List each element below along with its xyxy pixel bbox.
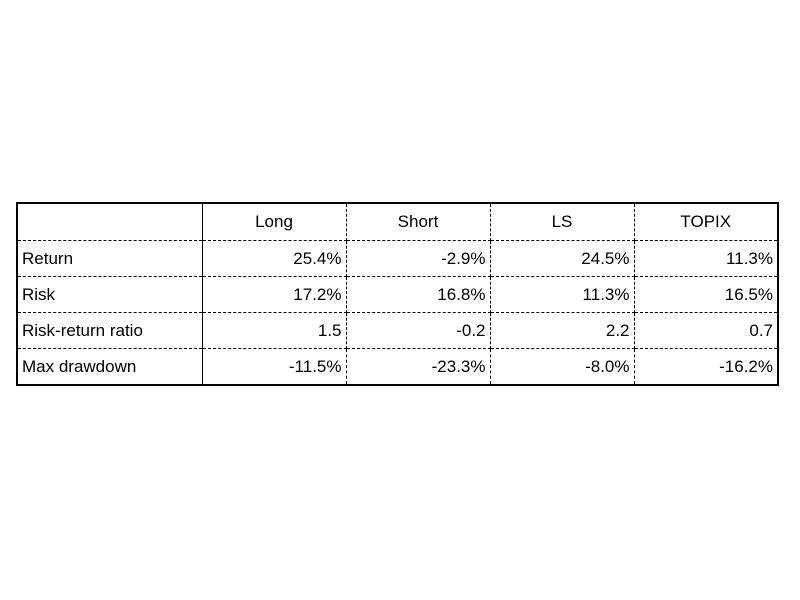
table-cell: 11.3% (634, 240, 778, 277)
row-label: Risk-return ratio (17, 312, 203, 349)
table-cell: 17.2% (202, 276, 347, 313)
table-cell: -23.3% (346, 348, 491, 385)
header-cell-long: Long (202, 203, 347, 241)
header-cell-short: Short (346, 203, 491, 241)
table-cell: 1.5 (202, 312, 347, 349)
table-cell: 25.4% (202, 240, 347, 277)
table-cell: 24.5% (490, 240, 635, 277)
header-row: Long Short LS TOPIX (17, 203, 778, 241)
table-row-max-drawdown: Max drawdown -11.5% -23.3% -8.0% -16.2% (17, 348, 778, 385)
performance-table-container: Long Short LS TOPIX Return 25.4% -2.9% 2… (16, 202, 779, 386)
table-row-return: Return 25.4% -2.9% 24.5% 11.3% (17, 240, 778, 277)
header-cell-topix: TOPIX (634, 203, 778, 241)
table-cell: 0.7 (634, 312, 778, 349)
table-row-risk-return-ratio: Risk-return ratio 1.5 -0.2 2.2 0.7 (17, 312, 778, 349)
table-cell: 2.2 (490, 312, 635, 349)
row-label: Max drawdown (17, 348, 203, 385)
table-cell: -0.2 (346, 312, 491, 349)
row-label: Return (17, 240, 203, 277)
table-cell: -11.5% (202, 348, 347, 385)
header-cell-ls: LS (490, 203, 635, 241)
table-cell: 16.5% (634, 276, 778, 313)
table-cell: -8.0% (490, 348, 635, 385)
table-cell: 16.8% (346, 276, 491, 313)
table-cell: -2.9% (346, 240, 491, 277)
table-cell: 11.3% (490, 276, 635, 313)
performance-table: Long Short LS TOPIX Return 25.4% -2.9% 2… (16, 202, 779, 386)
table-cell: -16.2% (719, 356, 773, 376)
header-cell-corner (17, 203, 203, 241)
table-row-risk: Risk 17.2% 16.8% 11.3% 16.5% (17, 276, 778, 313)
row-label: Risk (17, 276, 203, 313)
